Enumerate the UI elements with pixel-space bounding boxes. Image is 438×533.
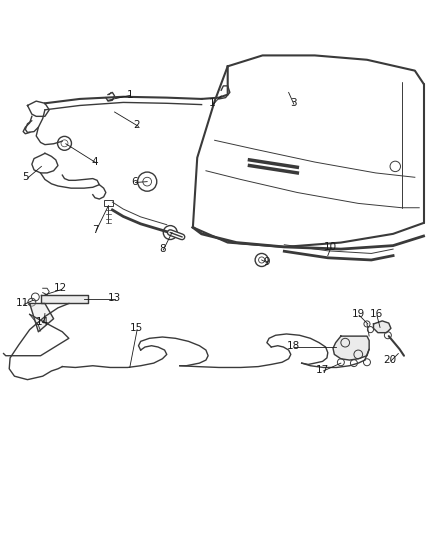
Text: 2: 2 [133,120,140,130]
Text: 15: 15 [130,324,143,333]
Text: 13: 13 [108,293,121,303]
Text: 20: 20 [384,355,396,365]
Text: 5: 5 [22,172,28,182]
Text: 3: 3 [290,98,296,108]
Text: 19: 19 [352,309,365,319]
Text: 1: 1 [127,90,133,100]
Text: 14: 14 [36,317,49,327]
Text: 6: 6 [131,176,138,187]
Text: 18: 18 [286,341,300,351]
Polygon shape [30,303,53,332]
Text: 4: 4 [92,157,98,167]
Text: 10: 10 [323,242,336,252]
Polygon shape [374,321,391,333]
Text: 17: 17 [316,365,329,375]
Polygon shape [41,295,88,303]
Text: 8: 8 [159,244,166,254]
Text: 7: 7 [92,224,98,235]
Text: 16: 16 [370,309,383,319]
Bar [104,200,113,206]
Text: 12: 12 [53,283,67,293]
Polygon shape [333,336,369,360]
Text: 9: 9 [264,257,270,267]
Text: 1: 1 [209,98,216,108]
Text: 11: 11 [16,298,29,309]
